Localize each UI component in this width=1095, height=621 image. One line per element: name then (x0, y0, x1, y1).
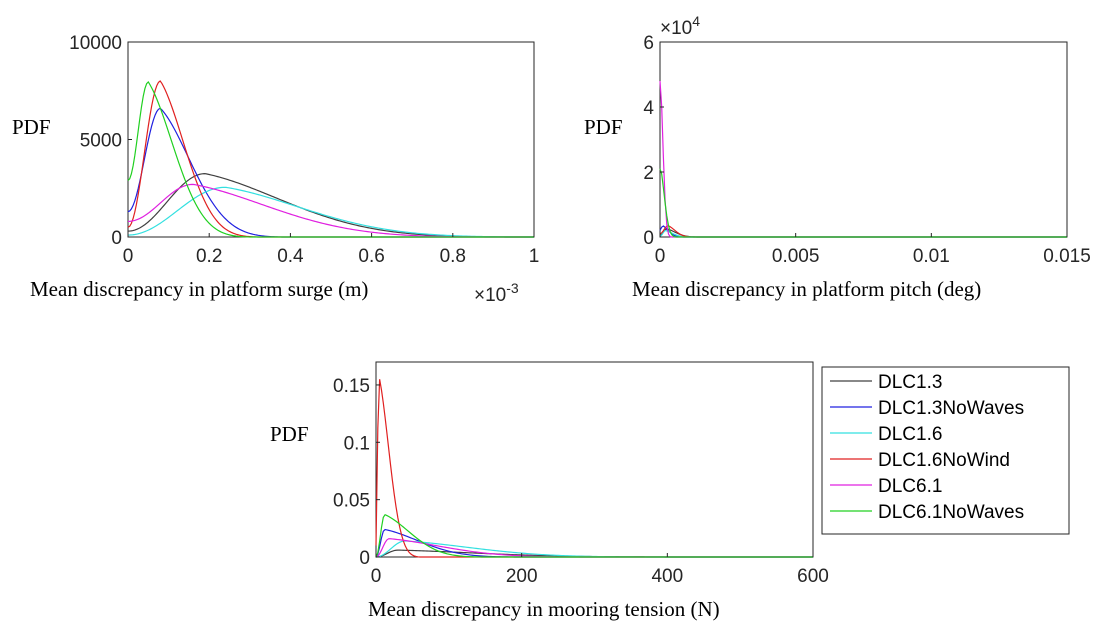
surge-x-exponent-power: -3 (506, 280, 519, 296)
surge-series-line-3 (127, 186, 534, 238)
surge-x-ticks: 0 0.2 0.4 0.6 0.8 1 (123, 233, 540, 267)
pitch-axes (659, 41, 1068, 238)
pitch-x-tick-label: 0.01 (913, 246, 950, 267)
surge-series-line-6 (127, 81, 534, 238)
legend-items: DLC1.3 DLC1.3NoWaves DLC1.6 DLC1.6NoWind DLC… (830, 372, 1024, 523)
legend-label: DLC6.1NoWaves (878, 502, 1024, 523)
pitch-series-group (659, 80, 1067, 238)
pitch-x-tick-label: 0.005 (772, 246, 820, 267)
surge-y-axis-label: PDF (12, 115, 51, 139)
pitch-y-tick-label: 2 (643, 163, 654, 184)
mooring-y-tick-label: 0.15 (333, 376, 370, 397)
mooring-x-tick-label: 400 (651, 566, 683, 587)
surge-axes (127, 41, 535, 238)
surge-x-axis-label: Mean discrepancy in platform surge (m) (30, 277, 368, 301)
mooring-x-axis-label: Mean discrepancy in mooring tension (N) (368, 597, 720, 621)
pitch-y-ticks: 0 2 4 6 (643, 33, 664, 249)
surge-x-tick-label: 0.6 (358, 246, 384, 267)
pitch-x-tick-label: 0.015 (1043, 246, 1091, 267)
surge-x-exponent: ×10-3 (474, 280, 519, 306)
surge-x-tick-label: 0.2 (196, 246, 222, 267)
mooring-x-tick-label: 600 (797, 566, 829, 587)
surge-x-tick-label: 0 (123, 246, 134, 267)
pitch-y-tick-label: 4 (643, 98, 654, 119)
mooring-x-tick-label: 0 (371, 566, 382, 587)
mooring-x-ticks: 0 200 400 600 (371, 553, 829, 587)
pitch-y-axis-label: PDF (584, 115, 623, 139)
pitch-series-line-6 (659, 168, 1067, 238)
legend-label: DLC1.3NoWaves (878, 398, 1024, 419)
pitch-x-axis-label: Mean discrepancy in platform pitch (deg) (632, 277, 981, 301)
mooring-x-tick-label: 200 (506, 566, 538, 587)
pitch-panel: 0 0.005 0.01 0.015 0 2 4 6 PDF Mean discrepanc… (584, 13, 1091, 301)
legend-label: DLC1.6NoWind (878, 450, 1010, 471)
surge-x-tick-label: 0.4 (277, 246, 304, 267)
surge-y-tick-label: 5000 (80, 131, 122, 152)
legend-label: DLC1.6 (878, 424, 942, 445)
legend: DLC1.3 DLC1.3NoWaves DLC1.6 DLC1.6NoWind DLC… (821, 366, 1070, 535)
mooring-y-tick-label: 0 (359, 548, 370, 569)
surge-series-group (127, 80, 534, 238)
surge-y-ticks: 0 5000 10000 (69, 33, 132, 249)
mooring-y-tick-label: 0.05 (333, 491, 370, 512)
pitch-y-exponent: ×104 (660, 13, 700, 39)
surge-x-tick-label: 1 (529, 246, 540, 267)
pitch-x-ticks: 0 0.005 0.01 0.015 (655, 233, 1091, 267)
surge-y-tick-label: 10000 (69, 33, 122, 54)
mooring-panel: 0 200 400 600 0 0.05 0.1 0.15 PDF Mean discrep… (270, 361, 829, 621)
surge-x-tick-label: 0.8 (440, 246, 466, 267)
surge-y-tick-label: 0 (111, 228, 122, 249)
surge-x-exponent-base: ×10 (474, 285, 506, 306)
legend-box (821, 366, 1070, 535)
mooring-y-tick-label: 0.1 (344, 433, 370, 454)
mooring-y-axis-label: PDF (270, 422, 309, 446)
pitch-x-tick-label: 0 (655, 246, 666, 267)
surge-panel: 0 0.2 0.4 0.6 0.8 1 0 5000 10000 PDF Mean discr… (12, 33, 539, 306)
mooring-series-group (375, 379, 813, 558)
mooring-axes (375, 361, 814, 558)
mooring-series-line-6 (375, 513, 813, 558)
legend-label: DLC6.1 (878, 476, 942, 497)
mooring-y-ticks: 0 0.05 0.1 0.15 (333, 376, 380, 569)
pitch-y-tick-label: 6 (643, 33, 654, 54)
pitch-y-exponent-power: 4 (692, 13, 700, 29)
pitch-y-tick-label: 0 (643, 228, 654, 249)
legend-label: DLC1.3 (878, 372, 942, 393)
pitch-y-exponent-base: ×10 (660, 18, 692, 39)
